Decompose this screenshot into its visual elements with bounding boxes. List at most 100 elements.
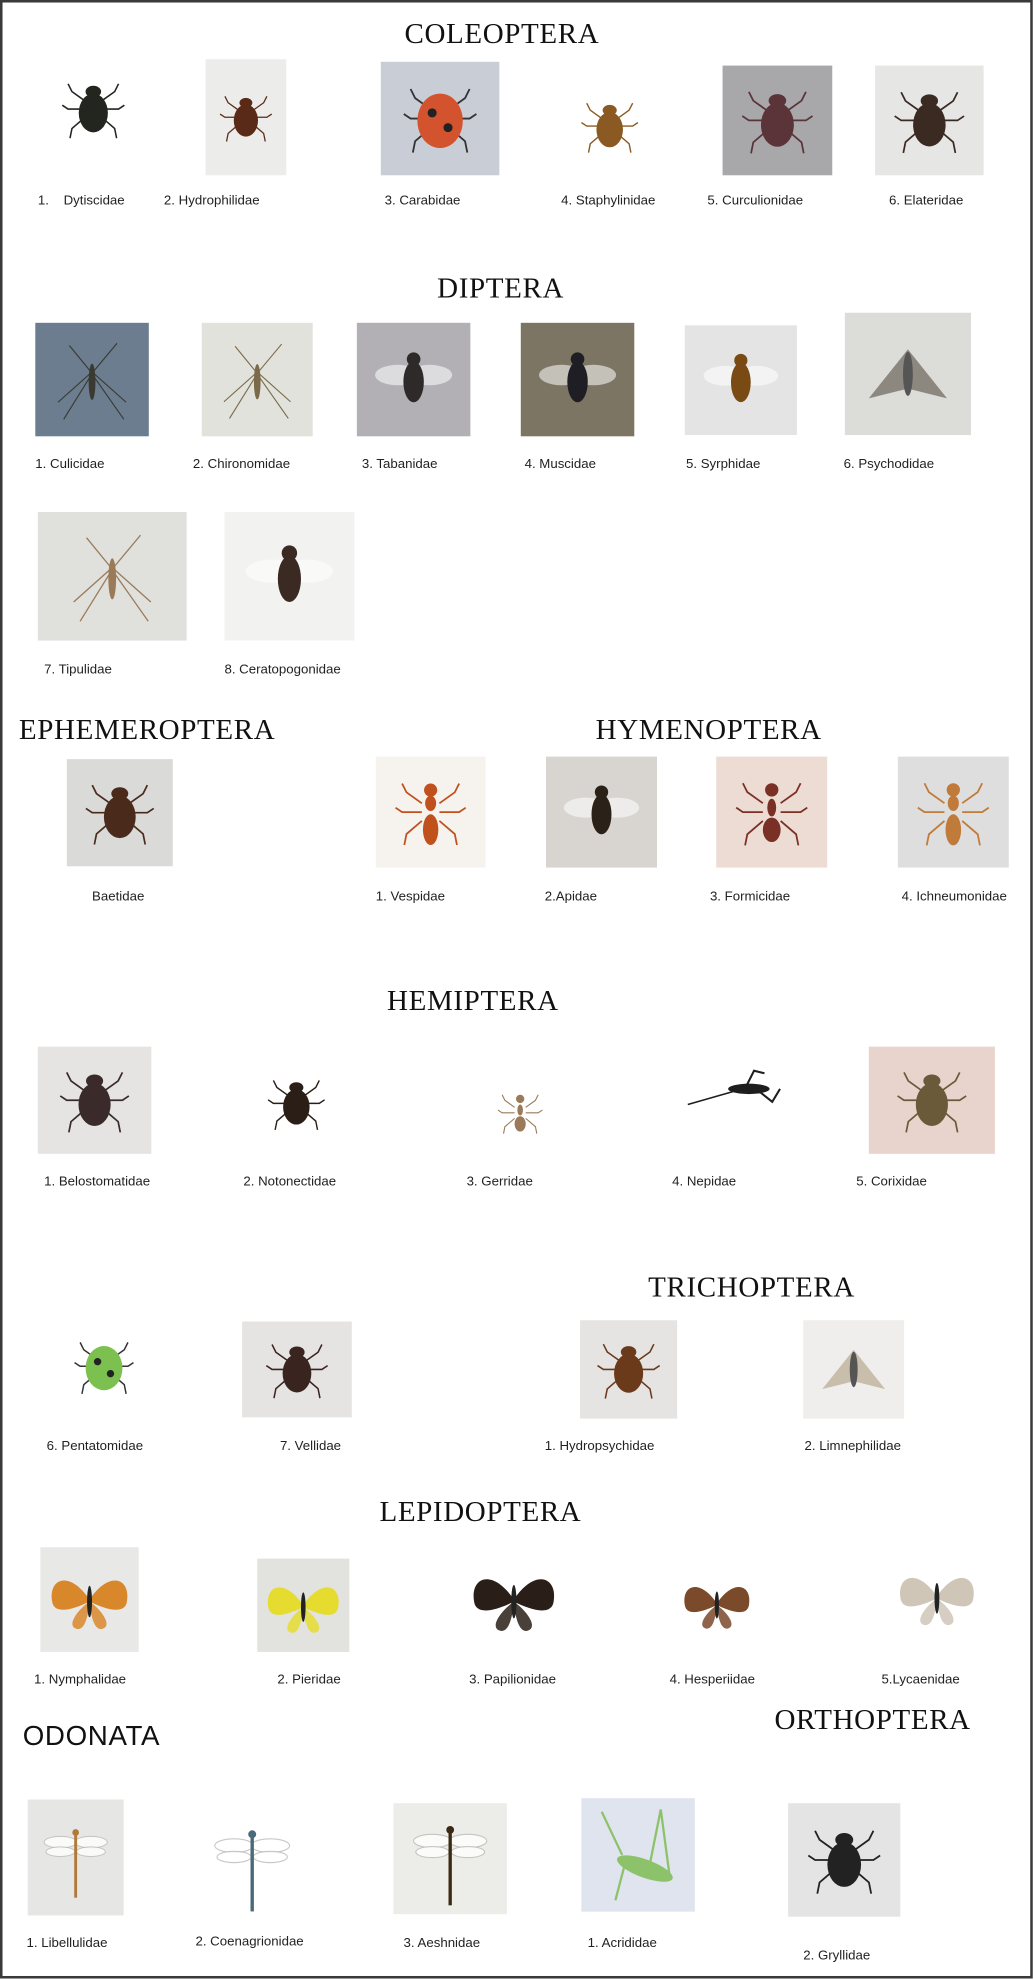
specimen-photo (803, 1320, 905, 1419)
specimen-photo (245, 1059, 347, 1148)
specimen-photo (40, 1547, 139, 1652)
fly-icon (703, 353, 779, 403)
family-label: 1. Hydropsychidae (544, 1438, 655, 1454)
family-label: 8. Ceratopogonidae (224, 662, 341, 678)
family-label: 1. Belostomatidae (44, 1173, 151, 1190)
specimen-photo (844, 312, 971, 436)
family-label: 2. Chironomidae (192, 456, 291, 472)
order-title-hymenoptera: HYMENOPTERA (595, 713, 822, 746)
family-label: 6. Psychodidae (843, 456, 935, 472)
family-label: 3. Tabanidae (361, 456, 438, 472)
family-label: 1. Culicidae (35, 456, 105, 472)
specimen-photo (50, 1320, 158, 1413)
moth-icon (868, 349, 948, 399)
specimen-photo (201, 322, 313, 437)
specimen-photo (224, 511, 355, 641)
family-label: 1. Nymphalidae (34, 1672, 127, 1688)
order-title-diptera: DIPTERA (437, 272, 565, 304)
specimen-photo (875, 65, 984, 176)
family-label: 2.Apidae (544, 889, 598, 905)
specimen-photo (546, 756, 657, 868)
specimen-photo (375, 756, 486, 868)
family-label: 5. Corixidae (856, 1173, 927, 1190)
beetle-icon (267, 1080, 325, 1130)
beetle-icon (61, 83, 125, 139)
specimen-photo (889, 1547, 985, 1646)
nepa-icon (687, 1069, 781, 1106)
order-title-hemiptera: HEMIPTERA (387, 984, 559, 1017)
family-label: 4. Hesperiidae (669, 1672, 755, 1688)
dragonfly-icon (214, 1830, 291, 1912)
ladybird-icon (74, 1342, 134, 1395)
specimen-photo (554, 81, 665, 171)
butterfly-icon (900, 1577, 974, 1626)
specimen-photo (453, 1547, 574, 1652)
family-label: 2. Notonectidae (243, 1173, 337, 1190)
moth-icon (822, 1349, 886, 1390)
beetle-icon (85, 784, 155, 845)
dragonfly-icon (43, 1829, 108, 1898)
specimen-photo (37, 511, 187, 641)
family-label: 1. Acrididae (587, 1935, 657, 1951)
beetle-icon (897, 1071, 967, 1133)
beetle-icon (59, 1071, 130, 1133)
family-label: 2. Pieridae (277, 1672, 341, 1688)
family-label: 3. Carabidae (384, 192, 461, 209)
order-title-odonata: ODONATA (22, 1720, 161, 1752)
family-label: 5.Lycaenidae (881, 1672, 960, 1688)
family-label: 6. Pentatomidae (46, 1438, 144, 1454)
family-label: 3. Papilionidae (469, 1672, 556, 1688)
specimen-photo (668, 1561, 766, 1646)
order-title-trichoptera: TRICHOPTERA (648, 1271, 855, 1303)
ladybird-icon (403, 88, 477, 153)
specimen-photo (897, 756, 1009, 868)
grasshopper-icon (600, 1809, 673, 1901)
specimen-photo (788, 1803, 901, 1917)
specimen-photo (868, 1046, 995, 1154)
butterfly-icon (473, 1579, 555, 1631)
specimen-photo (580, 1320, 678, 1419)
ant-icon (735, 782, 808, 846)
specimen-photo (205, 59, 287, 176)
order-title-orthoptera: ORTHOPTERA (774, 1703, 971, 1736)
family-label: 3. Gerridae (466, 1173, 533, 1190)
specimen-photo (66, 759, 173, 867)
order-title-ephemeroptera: EPHEMEROPTERA (18, 713, 276, 746)
family-label: 4. Ichneumonidae (901, 889, 1007, 905)
fly-icon (245, 545, 334, 603)
specimen-photo (684, 325, 797, 436)
specimen-photo (380, 61, 500, 176)
family-label: 3. Formicidae (709, 889, 791, 905)
fly-icon (375, 352, 453, 403)
beetle-icon (219, 96, 273, 142)
order-title-coleoptera: COLEOPTERA (404, 17, 600, 50)
specimen-photo (37, 1046, 152, 1154)
beetle-icon (597, 1343, 661, 1399)
mosquito-icon (223, 343, 291, 419)
mosquito-icon (57, 342, 127, 420)
specimen-photo (195, 1807, 309, 1921)
beetle-icon (581, 102, 639, 153)
beetle-icon (265, 1344, 329, 1399)
specimen-photo (242, 1321, 352, 1418)
family-label: 3. Aeshnidae (403, 1935, 481, 1951)
family-label: 1. Libellulidae (26, 1935, 108, 1951)
butterfly-icon (684, 1586, 750, 1629)
fly-icon (563, 785, 640, 835)
beetle-icon (741, 91, 813, 154)
beetle-icon (807, 1830, 881, 1894)
specimen-photo (27, 1799, 124, 1916)
specimen-photo (485, 1078, 555, 1148)
dragonfly-icon (413, 1825, 488, 1906)
family-label: 2. Limnephilidae (804, 1438, 901, 1454)
family-label: 4. Nepidae (672, 1173, 737, 1190)
butterfly-icon (51, 1580, 128, 1630)
wasp-icon (395, 783, 467, 846)
family-label: 7. Vellidae (279, 1438, 342, 1454)
family-label: 6. Elateridae (889, 192, 964, 209)
family-label: 2. Coenagrionidae (195, 1934, 304, 1950)
family-label: 4. Muscidae (524, 456, 596, 472)
specimen-photo (581, 1798, 695, 1912)
mosquito-icon (73, 534, 152, 622)
specimen-photo (37, 60, 149, 158)
